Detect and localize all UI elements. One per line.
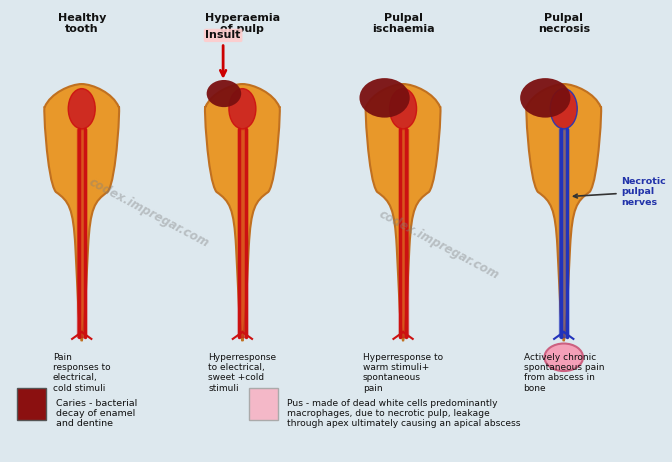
Ellipse shape <box>390 89 417 129</box>
Ellipse shape <box>207 80 241 107</box>
Text: Pus - made of dead white cells predominantly
macrophages, due to necrotic pulp, : Pus - made of dead white cells predomina… <box>288 399 521 428</box>
Text: Hyperresponse to
warm stimuli+
spontaneous
pain: Hyperresponse to warm stimuli+ spontaneo… <box>363 353 443 393</box>
FancyBboxPatch shape <box>17 388 46 420</box>
Ellipse shape <box>229 89 256 129</box>
Ellipse shape <box>360 78 410 118</box>
Text: Pain
responses to
electrical,
cold stimuli: Pain responses to electrical, cold stimu… <box>53 353 110 393</box>
Text: Insult: Insult <box>206 30 241 40</box>
Text: Necrotic
pulpal
nerves: Necrotic pulpal nerves <box>573 177 667 207</box>
Text: Hyperresponse
to electrical,
sweet +cold
stimuli: Hyperresponse to electrical, sweet +cold… <box>208 353 276 393</box>
PathPatch shape <box>526 84 601 341</box>
Text: Healthy
tooth: Healthy tooth <box>58 13 106 35</box>
PathPatch shape <box>366 84 440 341</box>
Text: Pulpal
necrosis: Pulpal necrosis <box>538 13 590 35</box>
Ellipse shape <box>69 89 95 129</box>
FancyBboxPatch shape <box>249 388 278 420</box>
Ellipse shape <box>550 89 577 129</box>
PathPatch shape <box>44 84 119 341</box>
Text: Pulpal
ischaemia: Pulpal ischaemia <box>372 13 434 35</box>
Text: Actively chronic
spontaneous pain
from abscess in
bone: Actively chronic spontaneous pain from a… <box>523 353 604 393</box>
Text: codex.impregar.com: codex.impregar.com <box>376 207 501 282</box>
Ellipse shape <box>520 78 571 118</box>
Text: codex.impregar.com: codex.impregar.com <box>87 176 212 250</box>
Text: Hyperaemia
of pulp: Hyperaemia of pulp <box>205 13 280 35</box>
Circle shape <box>544 344 583 371</box>
Text: Caries - bacterial
decay of enamel
and dentine: Caries - bacterial decay of enamel and d… <box>56 399 137 428</box>
PathPatch shape <box>205 84 280 341</box>
